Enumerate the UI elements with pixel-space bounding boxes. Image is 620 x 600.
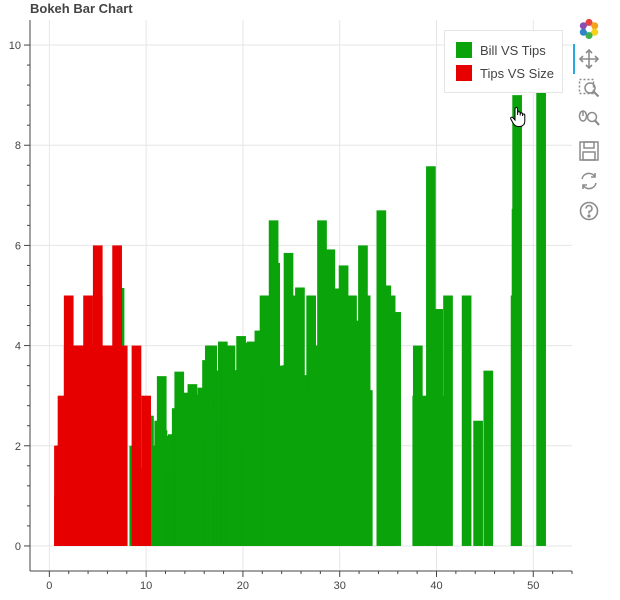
pan-tool-icon[interactable] xyxy=(578,48,600,70)
bar xyxy=(339,445,350,546)
bar xyxy=(317,220,327,546)
box-zoom-tool-icon[interactable] xyxy=(578,78,600,100)
y-tick-label: 2 xyxy=(15,441,21,453)
bar xyxy=(426,166,436,546)
bar xyxy=(436,395,447,546)
x-tick-label: 10 xyxy=(140,580,152,592)
wheel-zoom-tool-icon[interactable] xyxy=(578,108,600,130)
bar xyxy=(385,295,396,546)
x-tick-label: 40 xyxy=(430,580,442,592)
legend-label-bill: Bill VS Tips xyxy=(480,42,546,58)
bar xyxy=(473,420,483,546)
legend: Bill VS Tips Tips VS Size xyxy=(444,30,563,93)
bar xyxy=(338,265,349,546)
axes: 0 10 20 30 40 50 0 2 4 6 8 10 xyxy=(9,20,573,592)
bokeh-logo-icon xyxy=(578,18,600,40)
toolbar xyxy=(573,14,604,234)
legend-item-tips[interactable]: Tips VS Size xyxy=(456,63,554,83)
legend-swatch-tips xyxy=(456,65,472,81)
y-tick-label: 0 xyxy=(15,541,21,553)
help-tool-icon[interactable] xyxy=(578,200,600,222)
bar xyxy=(419,395,430,546)
x-tick-label: 0 xyxy=(46,580,52,592)
tips-vs-size-bars xyxy=(54,245,151,546)
bar xyxy=(391,312,401,546)
active-tool-indicator xyxy=(573,44,575,74)
save-tool-icon[interactable] xyxy=(578,140,600,162)
bar xyxy=(352,386,363,546)
bar xyxy=(117,345,128,546)
bar xyxy=(461,295,472,546)
bar xyxy=(308,345,319,546)
legend-item-bill[interactable]: Bill VS Tips xyxy=(456,40,546,60)
hand-cursor-icon xyxy=(508,106,528,128)
bar xyxy=(483,370,494,546)
bar xyxy=(536,45,546,546)
y-tick-label: 8 xyxy=(15,140,21,152)
bar xyxy=(412,345,423,546)
bar xyxy=(141,395,151,546)
bar xyxy=(295,287,305,546)
y-tick-label: 6 xyxy=(15,240,21,252)
bar xyxy=(362,390,373,546)
x-tick-label: 20 xyxy=(237,580,249,592)
legend-label-tips: Tips VS Size xyxy=(480,65,554,81)
bar xyxy=(443,295,453,546)
y-tick-label: 4 xyxy=(15,341,21,353)
y-tick-label: 10 xyxy=(9,40,21,52)
reset-tool-icon[interactable] xyxy=(578,170,600,192)
bar xyxy=(512,95,522,546)
legend-swatch-bill xyxy=(456,42,472,58)
bar xyxy=(112,245,122,546)
bar xyxy=(226,395,236,546)
x-tick-label: 50 xyxy=(527,580,539,592)
bar xyxy=(325,249,336,546)
x-tick-label: 30 xyxy=(334,580,346,592)
bill-vs-tips-bars xyxy=(114,45,546,546)
chart-title: Bokeh Bar Chart xyxy=(30,1,133,16)
bar xyxy=(131,345,142,546)
